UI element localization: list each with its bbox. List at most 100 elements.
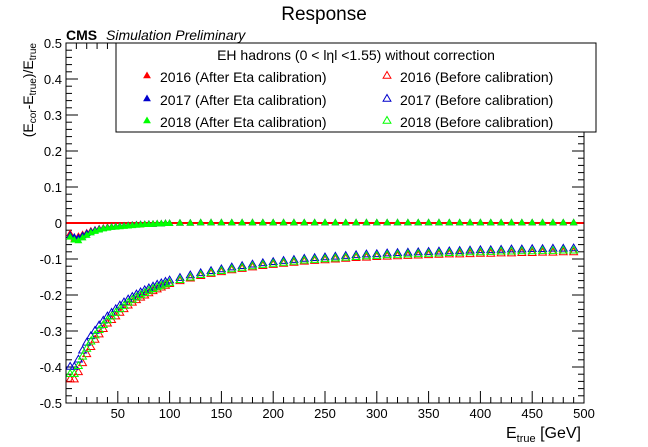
data-point xyxy=(131,289,142,298)
data-point xyxy=(227,218,236,226)
series-2018-after-eta-calibration- xyxy=(66,218,578,244)
data-point xyxy=(568,243,579,252)
data-point xyxy=(156,280,167,289)
data-point xyxy=(268,256,278,265)
x-tick-label: 500 xyxy=(573,406,595,421)
data-point xyxy=(435,218,443,226)
data-points xyxy=(65,218,579,383)
data-point xyxy=(361,249,372,258)
data-point xyxy=(127,294,138,303)
data-point xyxy=(568,245,579,254)
data-point xyxy=(382,248,392,257)
data-point xyxy=(527,243,537,253)
data-point xyxy=(258,259,268,268)
data-point xyxy=(144,283,154,292)
data-point xyxy=(549,218,557,226)
data-point xyxy=(537,243,548,253)
data-point xyxy=(445,218,454,226)
data-point xyxy=(279,218,288,226)
data-point xyxy=(309,254,320,263)
cms-label: CMS xyxy=(66,27,97,43)
x-axis-label: Etrue [GeV] xyxy=(506,425,581,445)
y-tick-label: 0.1 xyxy=(44,180,62,195)
data-point xyxy=(465,247,475,256)
y-axis-label: (Ecor-Etrue)/Etrue xyxy=(20,43,39,138)
data-point xyxy=(248,218,257,226)
x-tick-label: 350 xyxy=(418,406,440,421)
data-point xyxy=(486,218,495,226)
data-point xyxy=(454,245,465,254)
experiment-label: CMS Simulation Preliminary xyxy=(66,27,246,43)
data-point xyxy=(131,292,142,301)
data-point xyxy=(331,218,340,226)
x-tick-label: 300 xyxy=(366,406,388,421)
legend-box xyxy=(115,42,597,133)
data-point xyxy=(413,247,424,256)
y-tick-label: -0.5 xyxy=(40,396,62,411)
data-point xyxy=(485,244,496,254)
legend-marker xyxy=(382,93,392,102)
data-point xyxy=(475,244,486,254)
data-point xyxy=(69,368,80,377)
data-point xyxy=(195,269,206,278)
data-point xyxy=(78,233,87,241)
data-point xyxy=(237,260,247,269)
data-point xyxy=(69,374,80,383)
data-point xyxy=(258,257,268,267)
data-point xyxy=(98,319,109,328)
data-point xyxy=(537,245,548,254)
legend-title: EH hadrons (0 < lηl <1.55) without corre… xyxy=(217,47,495,63)
data-point xyxy=(185,270,196,279)
data-point xyxy=(444,245,455,255)
data-point xyxy=(527,245,537,255)
data-point xyxy=(341,218,350,226)
data-point xyxy=(207,218,215,226)
data-point xyxy=(393,218,402,226)
data-point xyxy=(94,324,104,334)
data-point xyxy=(185,272,196,281)
data-point xyxy=(216,265,227,274)
data-point xyxy=(206,265,216,274)
data-point xyxy=(330,253,341,262)
data-point xyxy=(403,249,413,258)
data-point xyxy=(186,218,195,226)
data-point xyxy=(86,336,96,345)
data-point xyxy=(247,261,258,270)
data-point xyxy=(66,232,75,240)
data-point xyxy=(506,246,517,255)
data-point xyxy=(372,248,382,258)
data-point xyxy=(278,255,289,264)
data-point xyxy=(527,247,537,256)
legend-marker xyxy=(382,115,392,124)
legend-marker xyxy=(143,94,151,102)
data-point xyxy=(216,263,227,273)
data-point xyxy=(73,360,84,370)
legend-label: 2016 (Before calibration) xyxy=(400,69,553,85)
series-2016-before-calibration- xyxy=(65,247,579,383)
data-point xyxy=(81,343,92,352)
legend-marker xyxy=(143,71,151,79)
data-point xyxy=(82,231,91,238)
data-point xyxy=(517,244,527,253)
x-tick-label: 150 xyxy=(211,406,233,421)
data-point xyxy=(247,259,258,268)
data-point xyxy=(382,249,392,259)
data-point xyxy=(175,274,185,283)
data-point xyxy=(206,267,216,276)
data-point xyxy=(352,218,360,226)
data-point xyxy=(74,236,83,244)
data-point xyxy=(320,252,330,261)
data-point xyxy=(139,284,150,294)
y-tick-label: 0.4 xyxy=(44,72,62,87)
data-point xyxy=(569,218,578,226)
data-point xyxy=(361,250,372,260)
data-point xyxy=(164,277,175,286)
data-point xyxy=(309,252,320,262)
data-point xyxy=(558,243,569,252)
axes: -0.5 -0.4 -0.3 -0.2 -0.1 0 0.1 0.2 0.3 0.4 0.5 50 10… xyxy=(40,36,595,421)
data-point xyxy=(226,262,237,271)
data-point xyxy=(403,218,412,226)
data-point xyxy=(444,247,455,256)
x-tick-label: 400 xyxy=(470,406,492,421)
